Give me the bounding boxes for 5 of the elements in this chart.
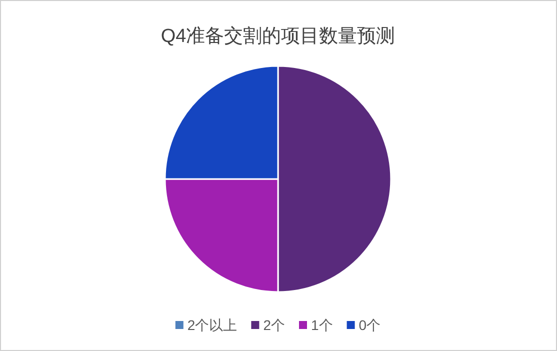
legend-label: 1个	[311, 317, 333, 333]
legend-label: 2个	[263, 317, 285, 333]
legend-label: 0个	[358, 317, 381, 333]
legend-label: 2个以上	[187, 317, 238, 333]
chart-title: Q4准备交割的项目数量预测	[160, 25, 396, 47]
